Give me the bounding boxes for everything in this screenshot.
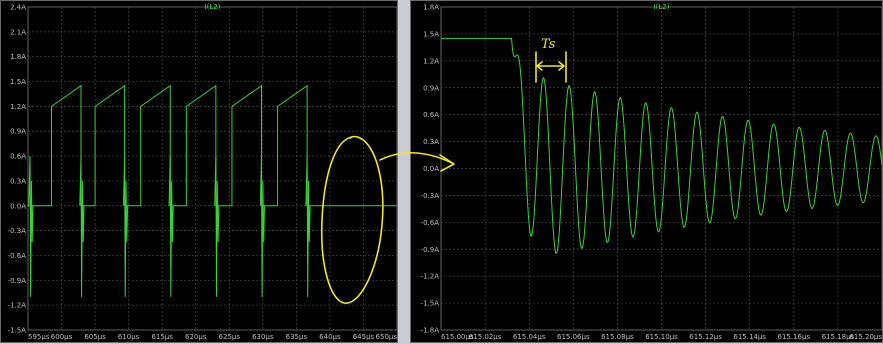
left-chart-spike xyxy=(305,156,311,297)
left-chart-x-tick-label: 635µs xyxy=(286,333,308,341)
right-chart-y-tick-label: -1.8A xyxy=(421,327,440,335)
left-chart-spike xyxy=(214,156,220,297)
right-chart-y-tick-label: 1.5A xyxy=(423,30,439,38)
right-chart-x-tick-label: 615.06µs xyxy=(557,333,590,341)
left-chart-spike xyxy=(122,156,129,297)
left-chart-spike xyxy=(28,156,34,297)
right-chart-y-tick-label: -1.2A xyxy=(421,273,440,281)
left-chart-y-tick-label: 0.9A xyxy=(10,128,26,136)
left-chart-x-tick-label: 605µs xyxy=(84,333,106,341)
right-chart-x-tick-label: 615.02µs xyxy=(469,333,502,341)
left-chart-x-tick-label: 620µs xyxy=(185,333,207,341)
left-chart-y-tick-label: -0.9A xyxy=(8,277,27,285)
left-chart-y-tick-label: 2.4A xyxy=(10,4,26,12)
right-chart-x-tick-label: 615.00µs xyxy=(441,333,474,341)
right-chart-x-tick-label: 615.20µs xyxy=(849,333,882,341)
right-chart-y-tick-label: -0.9A xyxy=(421,246,440,254)
right-chart-x-tick-label: 615.16µs xyxy=(778,333,811,341)
left-chart-y-tick-label: -0.6A xyxy=(8,252,27,260)
right-chart-x-tick-label: 615.18µs xyxy=(822,333,855,341)
right-chart-x-tick-label: 615.12µs xyxy=(689,333,722,341)
left-chart-x-tick-label: 645µs xyxy=(353,333,375,341)
left-chart-plot-area xyxy=(27,6,398,331)
right-chart-x-tick-label: 615.10µs xyxy=(645,333,678,341)
left-chart-spike xyxy=(79,156,85,297)
right-chart-y-tick-label: 0.3A xyxy=(423,138,439,146)
right-chart-y-tick-label: 0.9A xyxy=(423,84,439,92)
right-chart-y-tick-label: -0.3A xyxy=(421,192,440,200)
right-chart-y-tick-label: 1.2A xyxy=(423,57,439,65)
left-chart-y-tick-label: 1.8A xyxy=(10,53,26,61)
left-chart-x-tick-label: 610µs xyxy=(118,333,140,341)
left-chart-y-tick-label: -0.3A xyxy=(8,227,27,235)
right-chart-x-tick-label: 615.14µs xyxy=(733,333,766,341)
right-chart-y-tick-label: 1.8A xyxy=(423,4,439,12)
right-chart-y-tick-label: 0.0A xyxy=(423,165,439,173)
left-chart-series-line xyxy=(28,84,397,207)
chart-right-panel: 1.8A 1.5A 1.2A 0.9A 0.6A 0.3A 0.0A -0.3A -0.6A -0… xyxy=(410,0,883,343)
left-chart-y-tick-label: 0.6A xyxy=(10,153,26,161)
right-chart-x-tick-label: 615.08µs xyxy=(601,333,634,341)
left-chart-x-tick-label: 600µs xyxy=(51,333,73,341)
left-chart-y-tick-label: 0.0A xyxy=(10,202,26,210)
left-chart-x-tick-label: 615µs xyxy=(151,333,173,341)
left-chart-x-tick-label: 630µs xyxy=(252,333,274,341)
left-chart-spike xyxy=(168,156,174,297)
left-chart-x-tick-label: 595µs xyxy=(28,333,50,341)
right-chart-y-tick-label: -1.5A xyxy=(421,300,440,308)
left-chart-title: I(L2) xyxy=(205,3,221,11)
left-chart-y-tick-label: -1.5A xyxy=(8,327,27,335)
left-chart-y-tick-label: 1.2A xyxy=(10,103,26,111)
right-chart-title: I(L2) xyxy=(654,3,670,11)
left-chart-y-tick-label: -1.2A xyxy=(8,302,27,310)
chart-left-panel: 2.4A 2.1A 1.8A 1.5A 1.2A 0.9A 0.6A 0.3A 0.0A -0.3… xyxy=(0,0,398,343)
right-chart-y-tick-label: -0.6A xyxy=(421,219,440,227)
left-chart-x-tick-label: 625µs xyxy=(219,333,241,341)
chart-left-svg: 2.4A 2.1A 1.8A 1.5A 1.2A 0.9A 0.6A 0.3A 0.0A -0.3… xyxy=(8,3,398,341)
left-chart-y-tick-label: 0.3A xyxy=(10,177,26,185)
chart-right-svg: 1.8A 1.5A 1.2A 0.9A 0.6A 0.3A 0.0A -0.3A -0.6A -0… xyxy=(421,3,883,341)
left-chart-x-tick-label: 640µs xyxy=(319,333,341,341)
left-chart-y-tick-label: 2.1A xyxy=(10,28,26,36)
right-chart-y-tick-label: 0.6A xyxy=(423,111,439,119)
right-chart-x-tick-label: 615.04µs xyxy=(513,333,546,341)
left-chart-x-tick-label: 650µs xyxy=(376,333,398,341)
right-chart-series-line xyxy=(441,37,883,254)
left-chart-spike xyxy=(259,156,265,297)
left-chart-y-tick-label: 1.5A xyxy=(10,78,26,86)
